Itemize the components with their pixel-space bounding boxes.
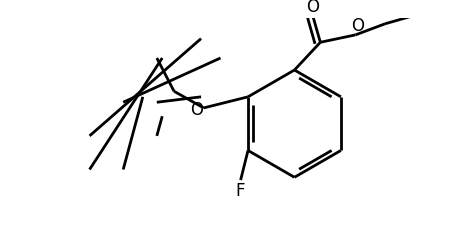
Text: O: O <box>306 0 319 16</box>
Text: O: O <box>351 17 364 35</box>
Text: F: F <box>236 182 246 200</box>
Text: O: O <box>190 101 203 119</box>
